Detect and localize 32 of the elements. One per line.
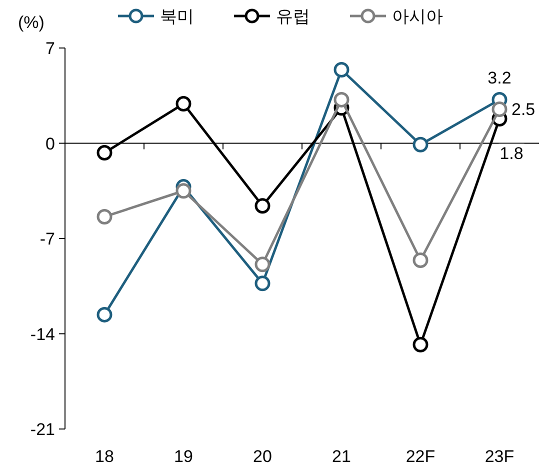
legend-label: 북미 [160,7,194,26]
y-tick-label: -14 [30,324,55,344]
point [334,62,350,78]
legend-label: 유럽 [276,7,310,26]
x-tick-label: 21 [332,447,351,466]
data-label: 1.8 [500,144,524,163]
point [176,96,192,112]
x-tick-label: 20 [253,447,272,466]
y-tick-label: 7 [46,39,55,58]
legend-label: 아시아 [392,7,443,26]
data-label: 2.5 [512,100,536,120]
point [412,336,428,352]
y-axis-title: (%) [18,13,44,32]
point [412,252,428,268]
point [96,208,112,224]
y-tick-label: 0 [46,134,55,154]
point [412,136,428,152]
y-tick-label: -21 [30,420,55,439]
data-label: 3.2 [488,68,512,88]
x-tick-label: 22F [406,447,436,466]
point [96,145,112,161]
y-tick-label: -7 [40,230,55,248]
point [334,92,350,108]
point [492,101,508,117]
point [254,256,270,272]
x-tick-label: 23F [484,447,514,466]
point [254,198,270,214]
x-tick-label: 19 [174,447,193,466]
point [254,276,270,292]
point [96,306,112,322]
x-tick-label: 18 [95,447,114,466]
point [176,183,192,199]
